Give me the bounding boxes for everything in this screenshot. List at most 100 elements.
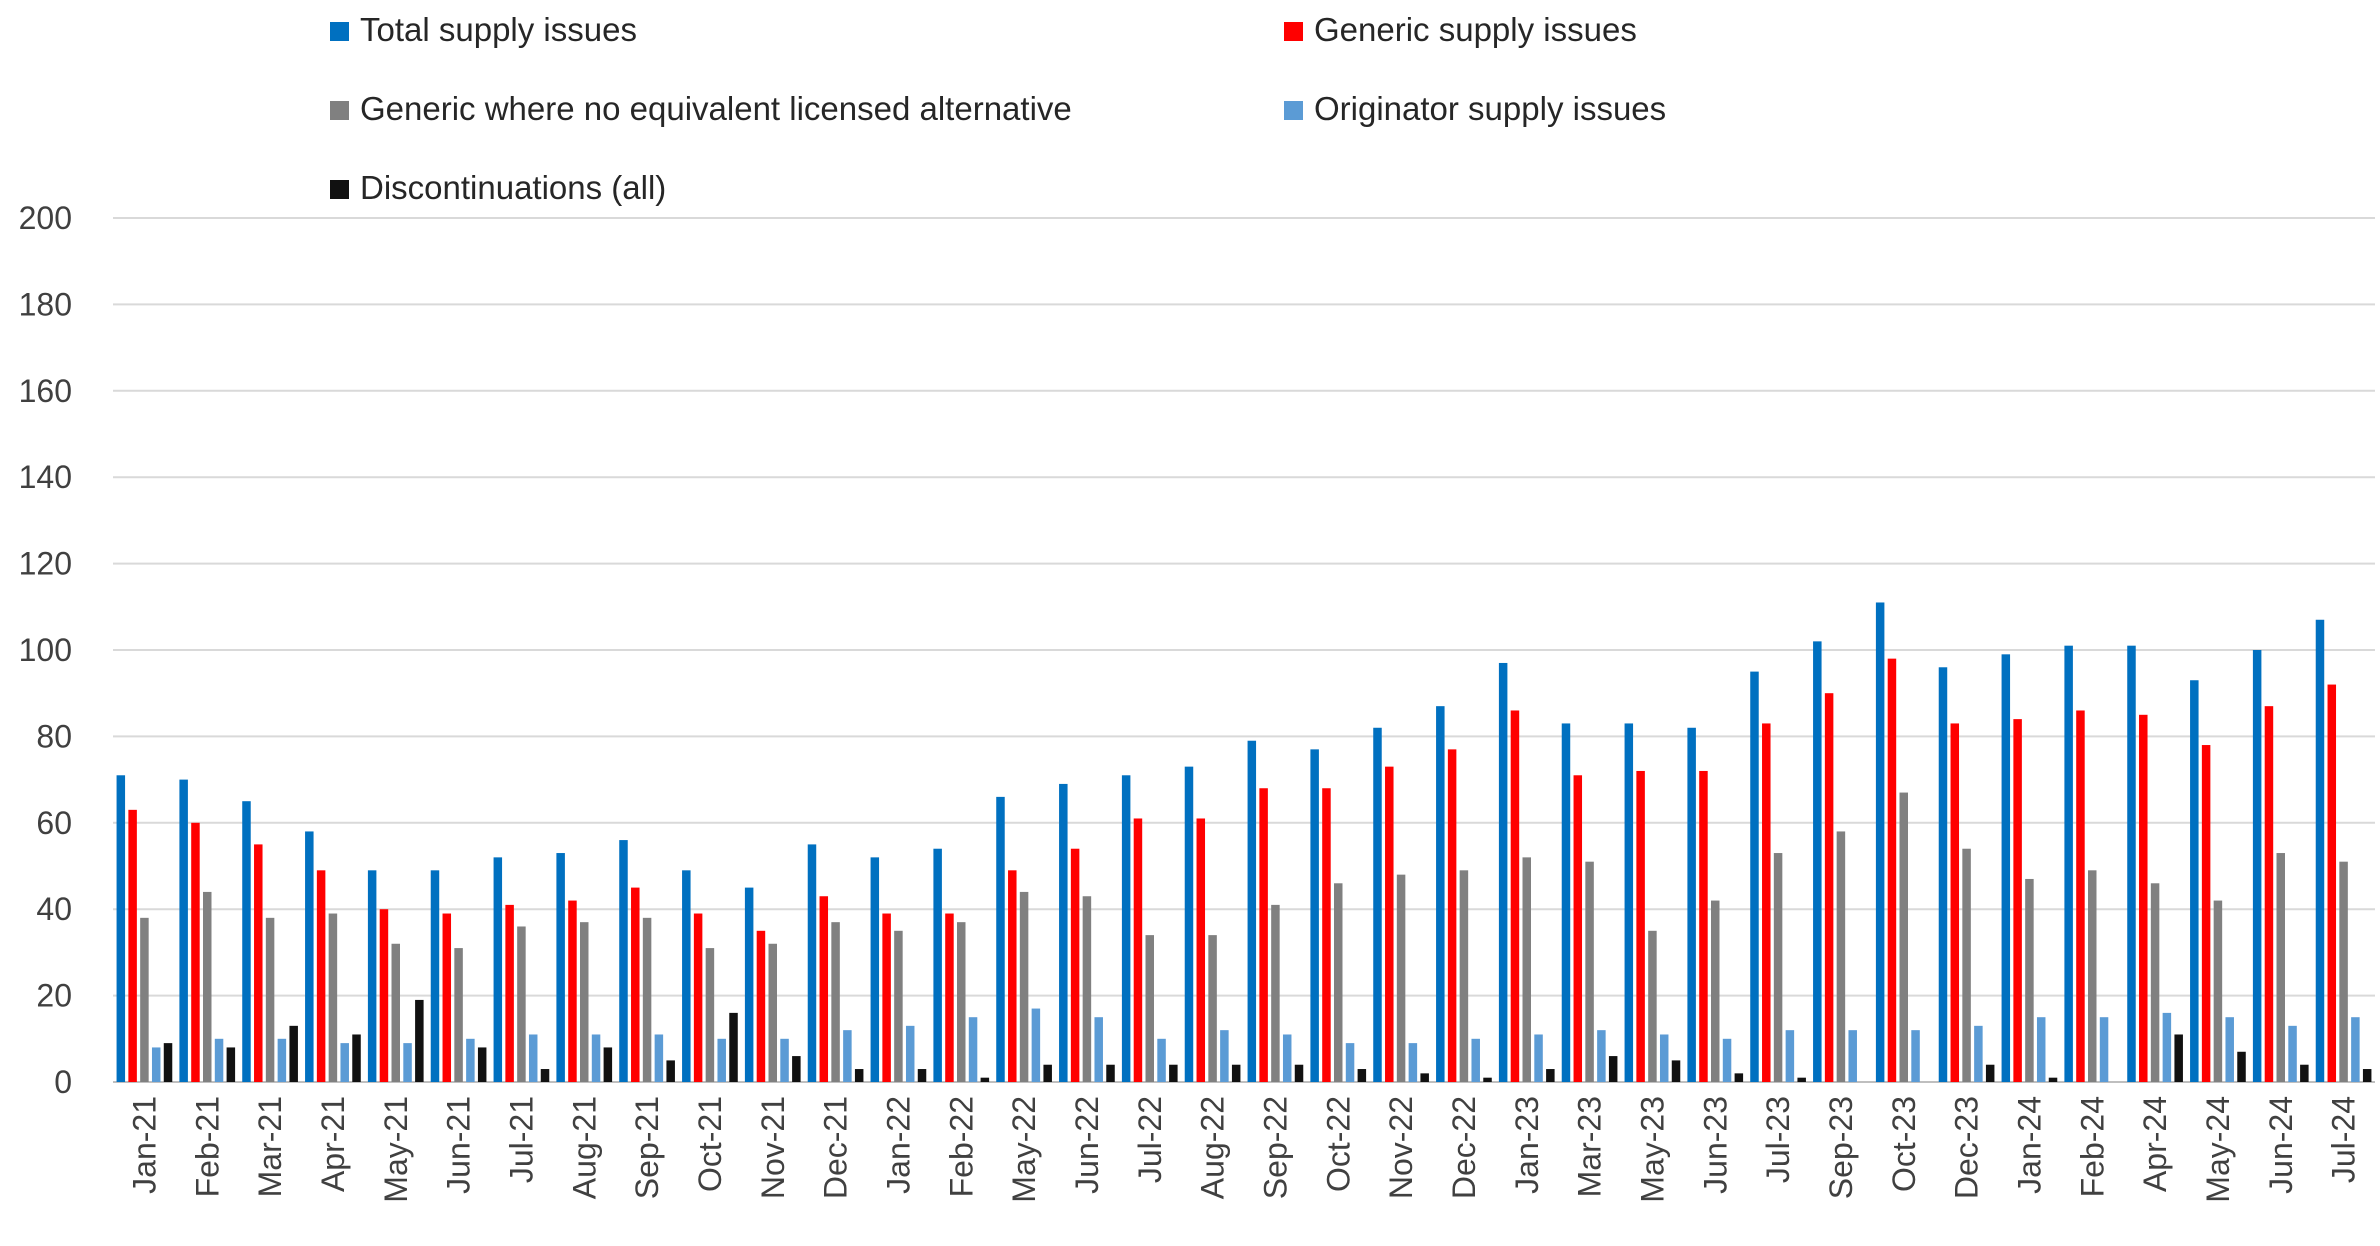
y-tick-label-180: 180 [19, 286, 72, 322]
bar-4-Jun-23 [1722, 1038, 1732, 1082]
bar-3-Feb-21 [203, 891, 212, 1082]
bar-5-Aug-22 [1231, 1064, 1241, 1082]
bar-2-Oct-21 [693, 913, 703, 1082]
legend-label-1: Total supply issues [360, 11, 637, 48]
bar-5-Jan-23 [1546, 1069, 1555, 1082]
bar-4-May-23 [1659, 1034, 1669, 1082]
x-tick-label-Aug-22: Aug-22 [1195, 1096, 1231, 1199]
bar-5-Mar-21 [289, 1025, 298, 1082]
y-tick-label-0: 0 [54, 1064, 72, 1100]
bar-2-Jan-23 [1510, 710, 1520, 1082]
bar-3-Jul-21 [517, 926, 526, 1082]
bar-1-May-21 [367, 870, 377, 1082]
legend-label-2: Generic supply issues [1314, 11, 1637, 48]
y-tick-label-140: 140 [19, 459, 72, 495]
bar-5-May-21 [415, 999, 424, 1082]
bar-4-Jul-23 [1785, 1030, 1795, 1082]
bar-2-May-21 [379, 909, 389, 1082]
bar-1-Jun-22 [1059, 783, 1068, 1082]
bar-2-Sep-22 [1259, 788, 1268, 1082]
bar-3-Jun-23 [1711, 900, 1720, 1082]
bar-1-Jun-21 [430, 870, 440, 1082]
bar-5-Mar-23 [1608, 1056, 1618, 1082]
bar-3-Jun-24 [2276, 853, 2285, 1082]
x-tick-label-Mar-23: Mar-23 [1572, 1096, 1608, 1197]
legend-swatch-1 [330, 22, 349, 41]
bar-5-Sep-22 [1294, 1064, 1304, 1082]
bar-1-Jun-23 [1687, 727, 1696, 1082]
bar-3-Jun-22 [1082, 896, 1092, 1082]
x-tick-label-May-22: May-22 [1006, 1096, 1042, 1203]
x-tick-label-Dec-23: Dec-23 [1949, 1096, 1985, 1199]
bar-4-May-24 [2225, 1017, 2234, 1082]
bar-4-Sep-22 [1282, 1034, 1292, 1082]
bar-3-Aug-22 [1208, 935, 1217, 1082]
bar-1-Jan-21 [116, 775, 126, 1082]
bar-4-May-22 [1031, 1008, 1041, 1082]
x-tick-label-Jul-24: Jul-24 [2326, 1096, 2362, 1183]
bar-2-Dec-23 [1950, 723, 1960, 1082]
legend-label-5: Discontinuations (all) [360, 169, 666, 206]
bar-4-Feb-24 [2099, 1017, 2109, 1082]
legend-item-4: Originator supply issues [1284, 90, 1666, 127]
bar-2-Jun-21 [442, 913, 452, 1082]
bar-1-Sep-23 [1813, 641, 1822, 1082]
x-tick-label-Oct-22: Oct-22 [1320, 1096, 1356, 1192]
bar-2-Nov-22 [1385, 766, 1394, 1082]
bar-1-Nov-21 [744, 887, 754, 1082]
legend-swatch-3 [330, 101, 349, 120]
bar-2-Aug-21 [568, 900, 577, 1082]
bar-5-Jan-24 [2048, 1077, 2058, 1082]
bar-1-Mar-21 [242, 801, 251, 1082]
bar-2-Nov-21 [756, 930, 766, 1082]
bar-5-Jun-24 [2300, 1064, 2309, 1082]
bar-3-Oct-21 [705, 948, 715, 1082]
y-tick-label-40: 40 [36, 891, 72, 927]
bar-4-Jun-22 [1094, 1017, 1103, 1082]
bar-1-Jul-22 [1121, 775, 1131, 1082]
y-tick-label-200: 200 [19, 200, 72, 236]
bar-1-Jul-23 [1750, 671, 1759, 1082]
bar-1-Feb-21 [179, 779, 188, 1082]
legend-item-5: Discontinuations (all) [330, 169, 666, 206]
bar-4-Dec-21 [843, 1030, 852, 1082]
bar-4-Nov-22 [1408, 1043, 1418, 1082]
bar-3-Mar-21 [265, 917, 275, 1082]
bar-1-Jan-22 [870, 857, 880, 1082]
bar-5-Nov-22 [1420, 1073, 1429, 1082]
x-tick-label-Jan-21: Jan-21 [126, 1096, 162, 1194]
x-tick-label-Sep-21: Sep-21 [629, 1096, 665, 1199]
bar-3-Jul-22 [1145, 935, 1154, 1082]
bar-4-Dec-22 [1471, 1038, 1480, 1082]
bar-1-Apr-24 [2127, 645, 2136, 1082]
bar-2-Apr-21 [316, 870, 326, 1082]
bar-1-Dec-22 [1436, 706, 1445, 1082]
bar-3-Nov-21 [768, 943, 777, 1082]
bar-2-Feb-24 [2076, 710, 2085, 1082]
bar-1-Aug-22 [1184, 766, 1194, 1082]
x-tick-label-Jul-22: Jul-22 [1132, 1096, 1168, 1183]
bar-5-May-24 [2237, 1051, 2246, 1082]
bar-4-Jul-24 [2351, 1017, 2360, 1082]
bar-3-Jan-24 [2025, 878, 2034, 1082]
bar-1-Jan-24 [2001, 654, 2011, 1082]
bar-5-May-22 [1043, 1064, 1052, 1082]
legend-swatch-5 [330, 180, 349, 199]
bar-2-Sep-21 [631, 887, 640, 1082]
x-tick-label-Sep-22: Sep-22 [1257, 1096, 1293, 1199]
bar-4-Jul-21 [528, 1034, 538, 1082]
legend-item-3: Generic where no equivalent licensed alt… [330, 90, 1072, 127]
bar-4-Feb-22 [968, 1017, 978, 1082]
bar-1-Apr-21 [305, 831, 314, 1082]
legend-swatch-4 [1284, 101, 1303, 120]
bar-5-Nov-21 [792, 1056, 801, 1082]
bar-4-Oct-23 [1911, 1030, 1920, 1082]
x-tick-label-Jun-21: Jun-21 [441, 1096, 477, 1194]
bar-5-Dec-23 [1985, 1064, 1995, 1082]
bar-5-Jun-22 [1106, 1064, 1115, 1082]
bar-2-Jan-21 [128, 809, 137, 1082]
bar-1-Jul-21 [493, 857, 503, 1082]
bar-2-Oct-23 [1887, 658, 1897, 1082]
gridlines [113, 217, 2375, 1083]
